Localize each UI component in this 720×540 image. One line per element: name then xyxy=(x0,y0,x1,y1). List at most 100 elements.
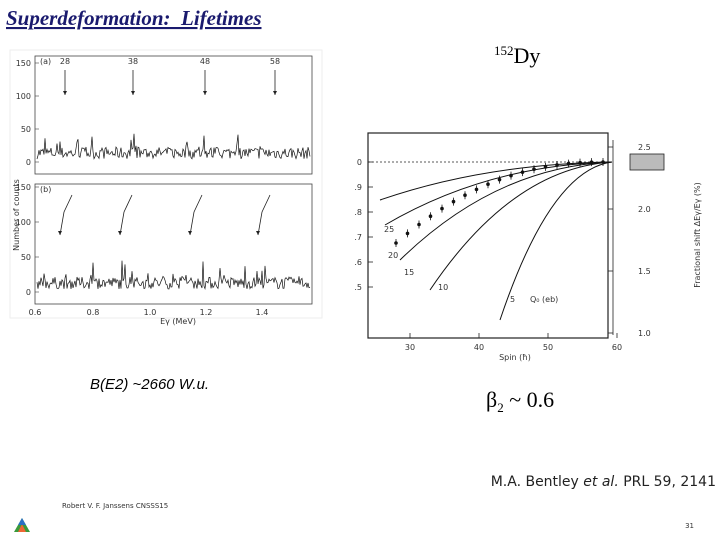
right-tick-label: 2.0 xyxy=(638,205,651,214)
citation-journal: PRL 59, 2141 xyxy=(619,474,716,490)
data-point xyxy=(520,170,525,174)
beta-note: β2 ~ 0.6 xyxy=(486,387,554,415)
x-tick-label: 30 xyxy=(405,343,415,352)
arrow-head xyxy=(58,231,62,235)
arrow-head xyxy=(203,91,207,95)
right-tick-label: 2.5 xyxy=(638,143,651,152)
data-point xyxy=(543,165,548,169)
arrow-head xyxy=(131,91,135,95)
model-curve xyxy=(399,161,613,261)
x-tick-label: 60 xyxy=(612,343,622,352)
arrow-label: 48 xyxy=(200,57,210,66)
arrow-head xyxy=(256,231,260,235)
citation: M.A. Bentley et al. PRL 59, 2141 xyxy=(491,474,716,490)
right-axis-label: Fractional shift ΔEγ/Eγ (%) xyxy=(693,182,702,288)
right-tick-label: 1.5 xyxy=(638,267,651,276)
footer-author: Robert V. F. Janssens CNSSS15 xyxy=(62,502,168,510)
panel-frame xyxy=(34,55,313,175)
data-point xyxy=(394,241,398,245)
panel-frame xyxy=(34,183,313,305)
right-tick-label: 1.0 xyxy=(638,329,651,338)
arrow-head xyxy=(63,91,67,95)
page-number: 31 xyxy=(685,522,694,530)
panel-label: (b) xyxy=(40,185,51,194)
curve-label: 15 xyxy=(404,268,414,277)
left-tick-label: .7 xyxy=(354,233,362,242)
spectrum-figure: (a) 150 100 50 0 28 38 48 58 (b) 150 100 50 0 0.6 0.8 1.… xyxy=(9,49,323,326)
y-tick-label: 150 xyxy=(16,183,31,192)
x-tick-label: 0.8 xyxy=(87,308,100,317)
y-tick-label: 0 xyxy=(26,288,31,297)
nucleus-label: 152Dy xyxy=(494,43,540,68)
plot-frame xyxy=(367,132,609,339)
data-point xyxy=(405,231,410,236)
left-tick-label: .5 xyxy=(354,283,362,292)
arrow-label: 28 xyxy=(60,57,70,66)
arrow xyxy=(59,194,73,236)
citation-etal: et al. xyxy=(583,474,618,490)
curve-label: 10 xyxy=(438,283,448,292)
curve-label: 20 xyxy=(388,251,398,260)
arrow-head xyxy=(188,231,192,235)
data-point xyxy=(555,163,559,167)
data-point xyxy=(601,160,605,164)
arrow-head xyxy=(118,231,122,235)
beta-symbol: β xyxy=(486,387,497,412)
arrow-label: 58 xyxy=(270,57,280,66)
be2-note: B(E2) ~2660 W.u. xyxy=(90,376,209,393)
x-axis-label: Eγ (MeV) xyxy=(160,317,196,326)
model-curve xyxy=(499,161,613,321)
left-tick-label: .6 xyxy=(354,258,362,267)
arrow-label: 38 xyxy=(128,57,138,66)
spectrum-trace xyxy=(36,133,311,160)
x-tick-label: 50 xyxy=(543,343,553,352)
q-label: Q₀ (eb) xyxy=(530,295,558,304)
y-tick-label: 50 xyxy=(21,253,31,262)
spectrum-trace xyxy=(36,260,311,290)
data-point xyxy=(451,199,456,204)
data-point xyxy=(463,193,467,197)
y-axis-label: Number of counts xyxy=(12,179,21,251)
data-point xyxy=(509,173,513,178)
x-tick-label: 1.0 xyxy=(144,308,157,317)
x-axis-label: Spin (ħ) xyxy=(499,353,531,362)
data-point xyxy=(566,161,571,166)
left-tick-label: .8 xyxy=(354,208,362,217)
x-tick-label: 40 xyxy=(474,343,484,352)
y-tick-label: 100 xyxy=(16,92,31,101)
beta-value: ~ 0.6 xyxy=(504,387,554,412)
data-point xyxy=(532,167,536,172)
x-tick-label: 1.2 xyxy=(200,308,213,317)
arrow xyxy=(257,194,271,236)
arrow xyxy=(119,194,133,236)
element-symbol: Dy xyxy=(514,43,541,68)
y-tick-label: 0 xyxy=(26,158,31,167)
data-point xyxy=(486,182,490,187)
slide-title: Superdeformation: Lifetimes xyxy=(6,6,262,30)
y-tick-label: 50 xyxy=(21,125,31,134)
mass-number: 152 xyxy=(494,43,514,58)
logo xyxy=(14,518,30,532)
data-point xyxy=(589,160,594,164)
arrow xyxy=(189,194,203,236)
panel-label: (a) xyxy=(40,57,51,66)
data-point xyxy=(417,222,421,227)
data-point xyxy=(474,187,479,192)
y-tick-label: 100 xyxy=(16,218,31,227)
y-tick-label: 150 xyxy=(16,59,31,68)
lifetime-figure: 0 .9 .8 .7 .6 .5 2.5 2.0 1.5 1.0 Fractional shift … xyxy=(354,132,702,362)
data-point xyxy=(440,206,444,211)
hatched-band xyxy=(629,153,665,171)
x-tick-label: 0.6 xyxy=(29,308,42,317)
left-tick-label: .9 xyxy=(354,183,362,192)
x-tick-label: 1.4 xyxy=(256,308,269,317)
data-point xyxy=(578,160,582,165)
data-point xyxy=(428,214,433,219)
citation-authors: M.A. Bentley xyxy=(491,474,584,490)
left-tick-label: 0 xyxy=(357,158,362,167)
beta-subscript: 2 xyxy=(497,400,504,415)
curve-label: 25 xyxy=(384,225,394,234)
